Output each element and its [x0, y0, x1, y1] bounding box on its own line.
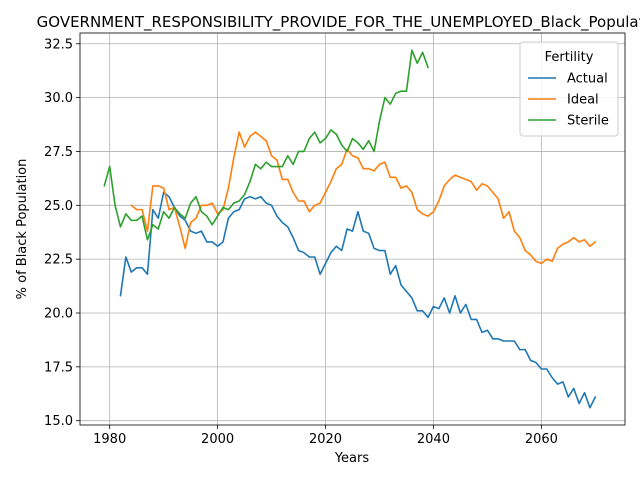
x-tick-label: 1980 — [93, 432, 126, 447]
legend-label-ideal: Ideal — [567, 93, 599, 108]
y-tick-label: 20.0 — [44, 307, 73, 322]
y-tick-label: 30.0 — [44, 91, 73, 106]
y-tick-label: 15.0 — [44, 414, 73, 429]
series-lines — [103, 49, 597, 409]
y-axis-label: % of Black Population — [15, 159, 30, 300]
y-tick-label: 32.5 — [44, 37, 73, 52]
legend-items: Actual Ideal Sterile — [528, 72, 609, 129]
x-tick-label: 2040 — [417, 432, 450, 447]
legend: Fertility Actual Ideal Sterile — [519, 41, 619, 137]
legend-label-actual: Actual — [567, 72, 608, 87]
series-line-ideal — [130, 131, 597, 265]
series-line-sterile — [103, 49, 429, 241]
y-tick-label: 27.5 — [44, 145, 73, 160]
plot-frame — [79, 32, 626, 426]
y-tick-label: 17.5 — [44, 360, 73, 375]
series-line-actual — [119, 191, 597, 409]
y-tick-label: 25.0 — [44, 199, 73, 214]
chart-title: GOVERNMENT_RESPONSIBILITY_PROVIDE_FOR_TH… — [37, 13, 640, 32]
legend-label-sterile: Sterile — [567, 114, 609, 129]
y-tick-label: 22.5 — [44, 253, 73, 268]
x-tick-label: 2060 — [525, 432, 558, 447]
x-axis-label: Years — [334, 451, 370, 466]
axis-ticks: 1980 2000 2020 2040 2060 15.0 17.5 20.0 22.5 25.0… — [44, 37, 558, 447]
x-tick-label: 2020 — [309, 432, 342, 447]
legend-box — [519, 41, 619, 137]
legend-title: Fertility — [545, 50, 594, 65]
x-tick-label: 2000 — [201, 432, 234, 447]
